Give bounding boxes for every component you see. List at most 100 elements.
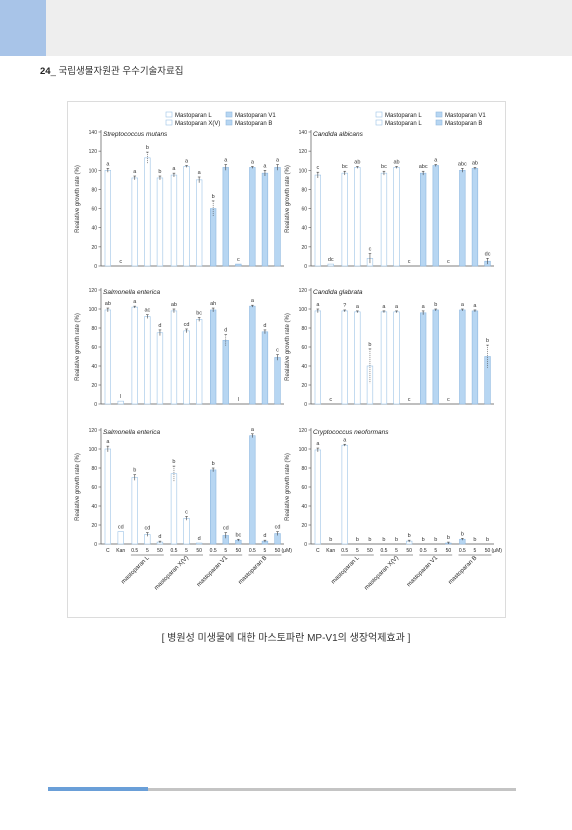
bar <box>249 305 256 405</box>
significance-letter: c <box>276 348 279 354</box>
significance-letter: d <box>198 536 201 542</box>
panel-title: Candida glabrata <box>313 289 363 296</box>
x-tick-label: 0.5 <box>249 548 256 554</box>
bar <box>210 469 217 545</box>
significance-letter: c <box>316 165 319 171</box>
panel-title: Salmonella enterica <box>103 429 160 436</box>
significance-letter: c <box>119 259 122 265</box>
x-unit-label: (μM) <box>282 548 293 554</box>
significance-letter: ac <box>144 308 150 314</box>
y-tick-label: 60 <box>301 207 307 213</box>
significance-letter: b <box>473 537 476 543</box>
bar <box>183 166 190 267</box>
y-tick-label: 20 <box>91 245 97 251</box>
y-tick-label: 0 <box>94 542 97 548</box>
bar <box>144 316 151 405</box>
y-tick-label: 40 <box>91 364 97 370</box>
y-tick-label: 100 <box>299 168 308 174</box>
y-tick-label: 100 <box>89 168 98 174</box>
legend-label: Mastoparan B <box>235 121 272 127</box>
significance-letter: cd <box>144 526 150 532</box>
x-tick-label: 5 <box>474 548 477 554</box>
x-tick-label: 0.5 <box>420 548 427 554</box>
significance-letter: a <box>263 163 267 169</box>
x-tick-label: 50 <box>236 548 242 554</box>
panel-title: Streptococcus mutans <box>103 131 168 138</box>
significance-letter: cd <box>184 322 190 328</box>
x-tick-label: 0.5 <box>210 548 217 554</box>
legend-swatch <box>225 111 233 118</box>
significance-letter: c <box>185 509 188 515</box>
x-tick-label: Kan <box>326 548 335 554</box>
significance-letter: b <box>434 537 437 543</box>
x-tick-label: 0.5 <box>131 548 138 554</box>
bar <box>156 177 164 267</box>
group-label: mastoparan X(V) <box>364 555 400 591</box>
x-tick-label: 0.5 <box>341 548 348 554</box>
bar <box>327 263 334 267</box>
x-tick-label: 5 <box>356 548 359 554</box>
legend-swatch <box>435 119 443 126</box>
bar <box>196 542 203 545</box>
x-tick-label: 5 <box>185 548 188 554</box>
significance-letter: abc <box>458 161 467 167</box>
x-tick-label: C <box>106 548 110 554</box>
bar <box>183 330 190 405</box>
significance-letter: b <box>212 194 215 200</box>
bar <box>131 306 138 405</box>
legend-swatch <box>165 111 173 118</box>
significance-letter: d <box>263 533 266 539</box>
significance-letter: b <box>486 537 489 543</box>
y-tick-label: 0 <box>94 402 97 408</box>
x-tick-label: 50 <box>485 548 491 554</box>
bar <box>341 172 348 267</box>
y-tick-label: 80 <box>301 466 307 472</box>
bar <box>196 179 203 267</box>
panel-title: Salmonella enterica <box>103 289 160 296</box>
x-tick-label: 0.5 <box>459 548 466 554</box>
x-unit-label: (μM) <box>492 548 503 554</box>
panel-title: Candida albicans <box>313 131 364 138</box>
legend-label: Mastoparan L <box>175 113 212 119</box>
figure-panels: 0 20 40 60 80 100 120 140 Realative growth rate … <box>75 111 503 591</box>
significance-letter: b <box>329 537 332 543</box>
bar <box>210 309 217 405</box>
header-accent-block <box>0 0 46 56</box>
significance-letter: cd <box>223 526 229 532</box>
bar <box>419 312 427 405</box>
x-tick-label: 50 <box>367 548 373 554</box>
bar <box>354 311 361 405</box>
publication-title: 국립생물자원관 우수기술자료집 <box>58 66 184 77</box>
significance-letter: l <box>120 394 121 400</box>
x-tick-label: C <box>316 548 320 554</box>
significance-letter: b <box>172 459 175 465</box>
footer-rule <box>148 788 516 791</box>
legend-swatch <box>225 119 233 126</box>
x-tick-label: 50 <box>275 548 281 554</box>
x-tick-label: 50 <box>406 548 412 554</box>
y-tick-label: 40 <box>301 226 307 232</box>
x-tick-label: 5 <box>434 548 437 554</box>
significance-letter: cd <box>275 525 281 531</box>
significance-letter: a <box>106 161 110 167</box>
y-tick-label: 120 <box>89 149 98 155</box>
bar <box>274 357 281 405</box>
y-tick-label: 120 <box>299 288 308 294</box>
significance-letter: a <box>185 159 189 165</box>
bar <box>393 311 400 405</box>
significance-letter: d <box>158 534 161 540</box>
significance-letter: dc <box>328 257 334 263</box>
significance-letter: b <box>158 169 161 175</box>
bar <box>261 172 269 267</box>
significance-letter: b <box>368 537 371 543</box>
bar <box>432 309 439 405</box>
y-tick-label: 120 <box>89 288 98 294</box>
significance-letter: b <box>133 468 136 474</box>
significance-letter: c <box>447 397 450 403</box>
y-tick-label: 100 <box>89 307 98 313</box>
bar <box>249 167 256 267</box>
significance-letter: ab <box>105 301 111 307</box>
bar <box>144 157 151 267</box>
page-number: 24 <box>40 66 51 77</box>
significance-letter: b <box>447 535 450 541</box>
